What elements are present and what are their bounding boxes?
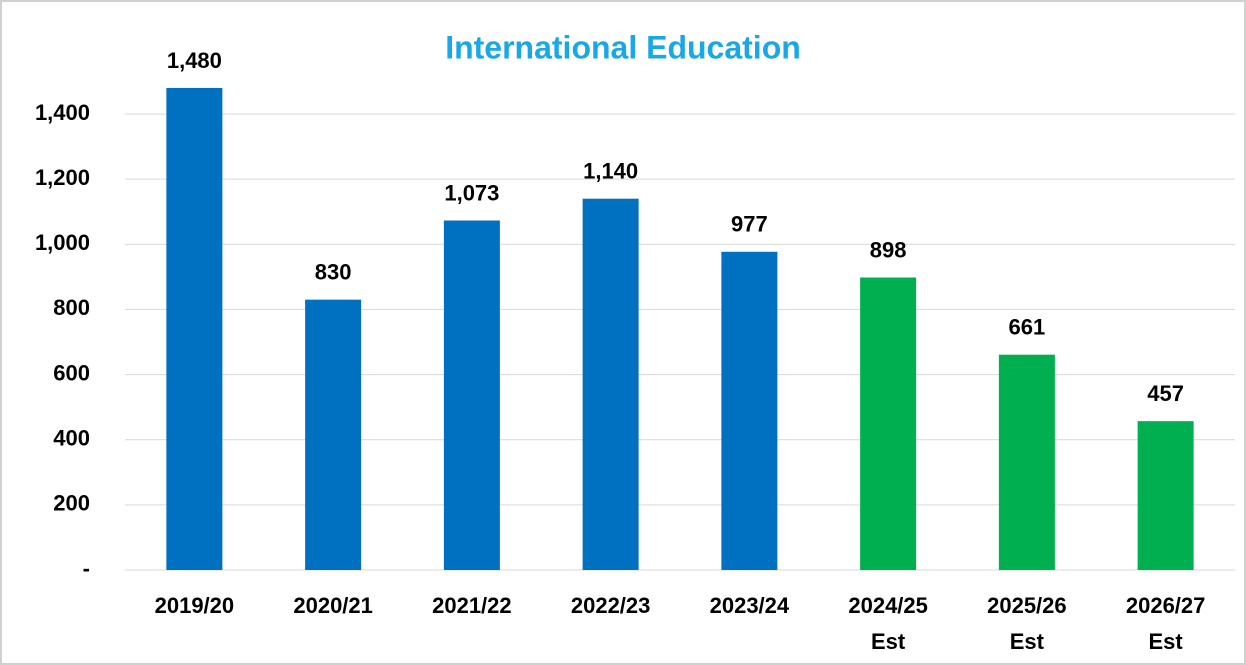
y-tick-label: - <box>83 556 90 581</box>
x-tick-label: 2024/25 Est <box>848 593 928 654</box>
data-label: 830 <box>315 259 352 284</box>
bar <box>305 299 362 570</box>
y-tick-label: 1,400 <box>35 100 90 125</box>
chart-title: International Education <box>445 29 801 65</box>
bar <box>443 220 500 570</box>
bar <box>998 354 1055 570</box>
y-tick-label: 1,200 <box>35 165 90 190</box>
x-tick-label: 2023/24 <box>709 593 790 618</box>
x-tick-label: 2021/22 <box>432 593 512 618</box>
x-tick-label: 2020/21 <box>293 593 373 618</box>
x-tick-label: 2022/23 <box>570 593 651 618</box>
bar <box>166 87 223 570</box>
bar <box>1137 421 1194 570</box>
data-label: 977 <box>731 212 768 237</box>
bar <box>721 251 778 570</box>
y-tick-label: 1,000 <box>35 230 90 255</box>
data-label: 661 <box>1009 315 1046 340</box>
data-label: 1,480 <box>167 48 222 73</box>
bar <box>860 277 917 570</box>
y-tick-label: 600 <box>53 360 90 385</box>
data-label: 898 <box>870 237 907 262</box>
bar <box>582 198 639 570</box>
x-tick-label: 2025/26 Est <box>987 593 1067 654</box>
x-tick-label: 2026/27 Est <box>1125 593 1206 654</box>
data-label: 457 <box>1147 381 1184 406</box>
x-tick-label: 2019/20 <box>154 593 235 618</box>
y-tick-label: 800 <box>53 295 90 320</box>
data-label: 1,073 <box>444 180 499 205</box>
y-tick-label: 200 <box>53 491 90 516</box>
y-tick-label: 400 <box>53 426 90 451</box>
data-label: 1,140 <box>583 158 638 183</box>
